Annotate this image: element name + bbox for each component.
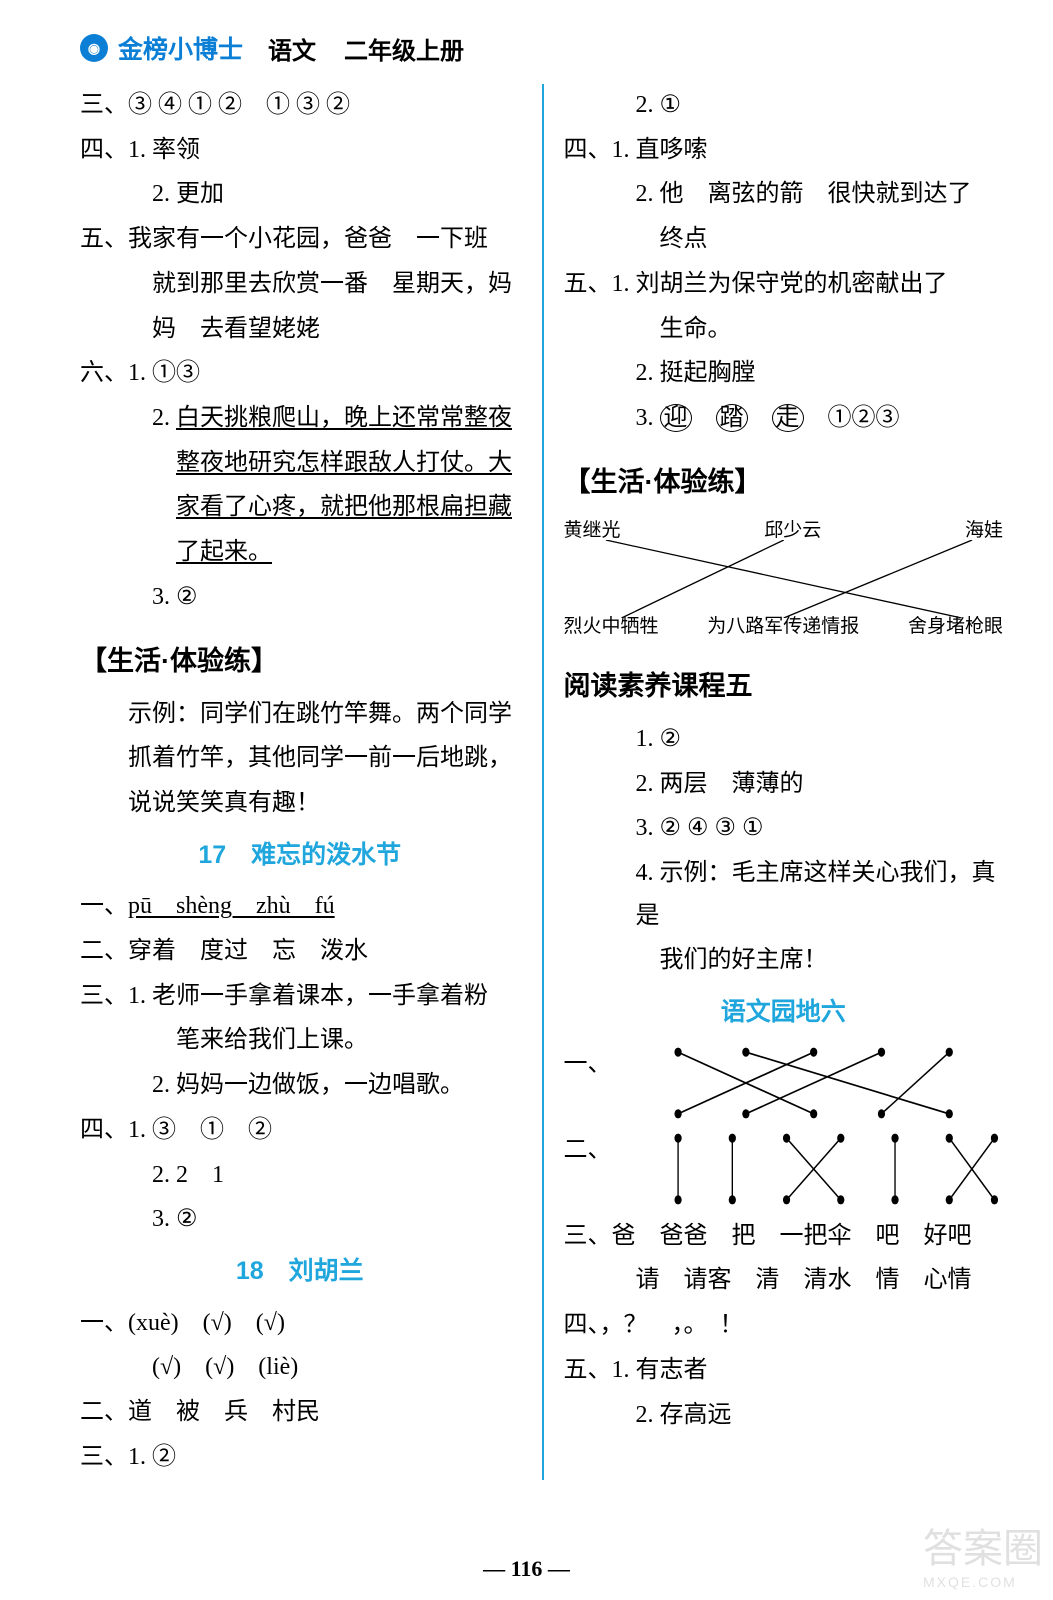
underlined-text: 了起来。 bbox=[176, 539, 272, 565]
text-line: 四、1. 率领 bbox=[80, 129, 520, 172]
text-line: 六、1. ①③ bbox=[80, 352, 520, 395]
text-line: 整夜地研究怎样跟敌人打仗。大 bbox=[80, 442, 520, 485]
text-line: 2. 2 1 bbox=[80, 1154, 520, 1197]
punct-match-icon bbox=[660, 1129, 1004, 1209]
text-line: 四、1. 直哆嗦 bbox=[564, 129, 1004, 172]
match-lines-icon bbox=[564, 540, 1004, 618]
logo-icon: ◉ bbox=[80, 34, 108, 62]
subject-name: 语文 bbox=[268, 31, 316, 66]
match-label: 舍身堵枪眼 bbox=[908, 610, 1003, 644]
text-line: 2. 妈妈一边做饭，一边唱歌。 bbox=[80, 1064, 520, 1107]
text-line: 二、穿着 度过 忘 泼水 bbox=[80, 930, 520, 973]
text-line: 3. ② bbox=[80, 1198, 520, 1241]
text-line: 二、道 被 兵 村民 bbox=[80, 1391, 520, 1434]
text-line: 三、1. ② bbox=[80, 1436, 520, 1479]
text-line: 家看了心疼，就把他那根扁担藏 bbox=[80, 486, 520, 529]
cross-match-icon bbox=[660, 1043, 1004, 1123]
text-line: 五、我家有一个小花园，爸爸 一下班 bbox=[80, 218, 520, 261]
text-line: 了起来。 bbox=[80, 531, 520, 574]
text-line: 3. ② ④ ③ ① bbox=[564, 807, 1004, 850]
diagram-row: 一、 bbox=[564, 1043, 1004, 1123]
text-line: 五、1. 有志者 bbox=[564, 1349, 1004, 1392]
text-line: 一、pū shèng zhù fú bbox=[80, 885, 520, 928]
prefix: 一、 bbox=[80, 893, 128, 919]
page-header: ◉ 金榜小博士 语文 二年级上册 bbox=[80, 30, 1003, 66]
text-line: 2. 他 离弦的箭 很快就到达了 bbox=[564, 173, 1004, 216]
text-line: 妈 去看望姥姥 bbox=[80, 308, 520, 351]
text-line: 生命。 bbox=[564, 308, 1004, 351]
left-column: 三、③ ④ ① ② ① ③ ② 四、1. 率领 2. 更加 五、我家有一个小花园… bbox=[80, 84, 542, 1480]
matching-diagram: 黄继光 邱少云 海娃 烈火中牺牲 为八路军传递情报 舍身堵枪眼 bbox=[564, 514, 1004, 644]
underlined-text: 整夜地研究怎样跟敌人打仗。大 bbox=[176, 450, 512, 476]
text-line: 1. ② bbox=[564, 718, 1004, 761]
section-heading: 阅读素养课程五 bbox=[564, 662, 1004, 710]
text-line: 四、1. ③ ① ② bbox=[80, 1109, 520, 1152]
text-line: 三、1. 老师一手拿着课本，一手拿着粉 bbox=[80, 975, 520, 1018]
text-line: (√) (√) (liè) bbox=[80, 1346, 520, 1389]
circled-char: 迎 bbox=[660, 404, 692, 432]
text-line: 3. ② bbox=[80, 576, 520, 619]
underlined-pinyin: pū shèng zhù fú bbox=[128, 893, 335, 919]
text-line: 三、爸 爸爸 把 一把伞 吧 好吧 bbox=[564, 1215, 1004, 1258]
volume-name: 二年级上册 bbox=[344, 31, 464, 66]
right-column: 2. ① 四、1. 直哆嗦 2. 他 离弦的箭 很快就到达了 终点 五、1. 刘… bbox=[542, 84, 1004, 1480]
text-line: 2. 存高远 bbox=[564, 1394, 1004, 1437]
circled-char: 走 bbox=[772, 404, 804, 432]
text-line: 就到那里去欣赏一番 星期天，妈 bbox=[80, 263, 520, 306]
text-line: 我们的好主席！ bbox=[564, 939, 1004, 982]
text-line: 2. 更加 bbox=[80, 173, 520, 216]
match-label: 为八路军传递情报 bbox=[707, 610, 859, 644]
text-line: 4. 示例：毛主席这样关心我们，真是 bbox=[564, 852, 1004, 937]
text-line: 示例：同学们在跳竹竿舞。两个同学 bbox=[80, 693, 520, 736]
match-label: 烈火中牺牲 bbox=[564, 610, 659, 644]
prefix: 二、 bbox=[564, 1129, 612, 1172]
text-line: 请 请客 清 清水 情 心情 bbox=[564, 1259, 1004, 1302]
text-line: 终点 bbox=[564, 218, 1004, 261]
underlined-text: 家看了心疼，就把他那根扁担藏 bbox=[176, 494, 512, 520]
text-line: 抓着竹竿，其他同学一前一后地跳， bbox=[80, 737, 520, 780]
diagram-row: 二、 bbox=[564, 1129, 1004, 1209]
text-line: 2. ① bbox=[564, 84, 1004, 127]
column-divider bbox=[542, 84, 544, 1480]
text-line: 2. 挺起胸膛 bbox=[564, 352, 1004, 395]
text-line: 3. 迎 踏 走 ①②③ bbox=[564, 397, 1004, 440]
section-heading: 【生活·体验练】 bbox=[80, 637, 520, 685]
section-heading: 【生活·体验练】 bbox=[564, 458, 1004, 506]
lesson-heading: 18 刘胡兰 bbox=[80, 1249, 520, 1294]
text-line: 三、③ ④ ① ② ① ③ ② bbox=[80, 84, 520, 127]
prefix: 2. bbox=[152, 405, 176, 431]
circled-char: 踏 bbox=[716, 404, 748, 432]
prefix: 一、 bbox=[564, 1043, 612, 1086]
underlined-text: 白天挑粮爬山，晚上还常常整夜 bbox=[176, 405, 512, 431]
lesson-heading: 17 难忘的泼水节 bbox=[80, 833, 520, 878]
text-line: 笔来给我们上课。 bbox=[80, 1019, 520, 1062]
lesson-heading: 语文园地六 bbox=[564, 990, 1004, 1035]
brand-name: 金榜小博士 bbox=[118, 30, 243, 66]
text-line: 四、，？ ，。 ！ bbox=[564, 1304, 1004, 1347]
text-line: 2. 白天挑粮爬山，晚上还常常整夜 bbox=[80, 397, 520, 440]
text-line: 说说笑笑真有趣！ bbox=[80, 782, 520, 825]
tail-text: ①②③ bbox=[804, 405, 900, 431]
text-line: 2. 两层 薄薄的 bbox=[564, 763, 1004, 806]
text-line: 五、1. 刘胡兰为保守党的机密献出了 bbox=[564, 263, 1004, 306]
text-line: 一、(xuè) (√) (√) bbox=[80, 1302, 520, 1345]
page-number: — 116 — bbox=[0, 1556, 1053, 1582]
